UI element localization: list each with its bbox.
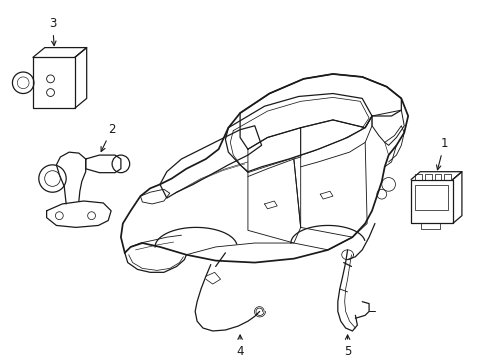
Bar [414,185,447,210]
Text: 1: 1 [436,137,447,170]
Text: 2: 2 [101,122,116,152]
Text: 4: 4 [236,335,244,357]
Text: 5: 5 [343,335,350,357]
Text: 3: 3 [49,17,56,46]
